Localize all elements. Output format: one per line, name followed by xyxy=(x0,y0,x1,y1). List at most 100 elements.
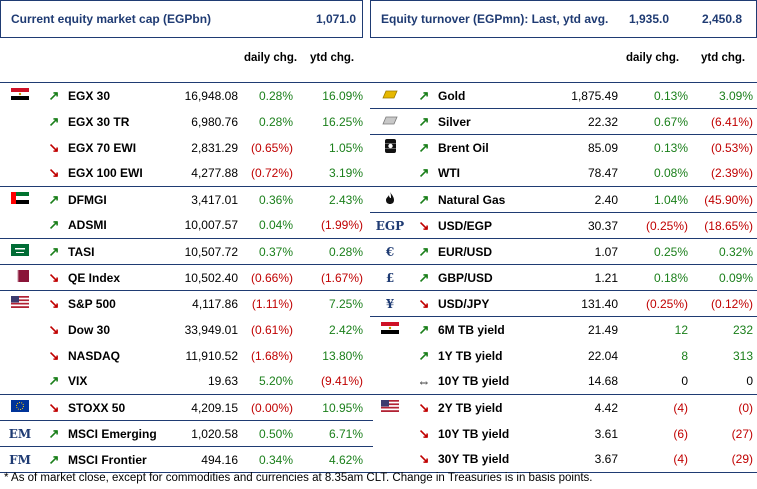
arrow-up-icon: ↗ xyxy=(48,217,60,233)
instrument-name: ADSMI xyxy=(68,218,107,233)
table-row: ↗ Brent Oil 85.09 0.13% (0.53%) xyxy=(370,134,757,161)
ytd-change: (9.41%) xyxy=(320,374,363,389)
gold-bar-icon xyxy=(381,88,399,103)
instrument-name: Brent Oil xyxy=(438,140,489,155)
ytd-change: 232 xyxy=(732,322,753,337)
instrument-name: GBP/USD xyxy=(438,270,493,285)
table-row: ⇔ 10Y TB yield 14.68 0 0 xyxy=(370,369,757,395)
instrument-value: 22.04 xyxy=(587,348,618,363)
daily-change: (1.11%) xyxy=(251,296,293,311)
col-ytd-chg: ytd chg. xyxy=(701,52,746,64)
table-row: ↘ 30Y TB yield 3.67 (4) (29) xyxy=(370,447,757,473)
turnover-header: Equity turnover (EGPmn): Last, ytd avg. … xyxy=(370,0,757,38)
instrument-name: S&P 500 xyxy=(68,296,116,311)
arrow-up-icon: ↗ xyxy=(418,243,430,259)
ytd-change: (1.99%) xyxy=(320,218,363,233)
daily-change: (0.66%) xyxy=(250,270,293,285)
table-row: ↗ EGX 30 16,948.08 0.28% 16.09% xyxy=(0,82,373,109)
symbol-icon: € xyxy=(385,244,395,259)
ytd-change: 7.25% xyxy=(328,296,363,311)
instrument-name: DFMGI xyxy=(68,192,107,207)
arrow-down-icon: ↘ xyxy=(48,269,60,285)
instrument-value: 6,980.76 xyxy=(191,114,238,129)
arrow-up-icon: ↗ xyxy=(418,165,430,181)
instrument-value: 11,910.52 xyxy=(185,348,239,363)
arrow-down-icon: ↘ xyxy=(48,347,60,363)
symbol-icon: FM xyxy=(9,452,31,467)
col-ytd-chg: ytd chg. xyxy=(310,52,355,64)
ytd-change: 3.09% xyxy=(718,88,753,103)
daily-change: 0 xyxy=(681,374,688,389)
equity-header: Current equity market cap (EGPbn) 1,071.… xyxy=(0,0,363,38)
ytd-change: 1.05% xyxy=(328,140,363,155)
table-row: ↗ ADSMI 10,007.57 0.04% (1.99%) xyxy=(0,213,373,239)
daily-change: 0.13% xyxy=(653,88,688,103)
us-flag-icon xyxy=(11,296,29,311)
daily-change: 0.34% xyxy=(258,452,293,467)
table-row: ↗ Silver 22.32 0.67% (6.41%) xyxy=(370,108,757,135)
table-row: ¥ ↘ USD/JPY 131.40 (0.25%) (0.12%) xyxy=(370,290,757,317)
daily-change: (1.68%) xyxy=(250,348,293,363)
arrow-down-icon: ↘ xyxy=(48,165,60,181)
oil-barrel-icon xyxy=(381,138,399,157)
table-row: FM ↗ MSCI Frontier 494.16 0.34% 4.62% xyxy=(0,446,373,473)
instrument-value: 16,948.08 xyxy=(184,88,238,103)
table-row: ↘ QE Index 10,502.40 (0.66%) (1.67%) xyxy=(0,264,373,291)
arrow-up-icon: ↗ xyxy=(48,425,60,441)
arrow-down-icon: ↘ xyxy=(48,139,60,155)
ytd-change: 0 xyxy=(746,374,753,389)
ytd-change: 2.42% xyxy=(328,322,363,337)
table-row: ↘ 2Y TB yield 4.42 (4) (0) xyxy=(370,394,757,421)
instrument-value: 2.40 xyxy=(594,192,618,207)
instrument-name: EUR/USD xyxy=(438,244,493,259)
daily-change: (0.72%) xyxy=(250,166,293,181)
instrument-value: 1,875.49 xyxy=(571,88,618,103)
daily-change: 0.36% xyxy=(258,192,293,207)
arrow-down-icon: ↘ xyxy=(48,321,60,337)
egypt-flag-icon xyxy=(381,322,399,337)
equity-column-headers: daily chg. ytd chg. xyxy=(0,38,363,82)
instrument-name: 10Y TB yield xyxy=(438,374,510,389)
egypt-flag-icon xyxy=(11,88,29,103)
qatar-flag-icon xyxy=(11,270,29,285)
symbol-icon: £ xyxy=(385,270,395,285)
col-daily-chg: daily chg. xyxy=(626,52,680,64)
instrument-name: VIX xyxy=(68,374,88,389)
arrow-down-icon: ↘ xyxy=(418,399,430,415)
ytd-change: 16.09% xyxy=(322,88,363,103)
ytd-change: (1.67%) xyxy=(320,270,363,285)
arrow-up-icon: ↗ xyxy=(48,87,60,103)
instrument-name: EGX 30 xyxy=(68,88,111,103)
table-row: ↘ 10Y TB yield 3.61 (6) (27) xyxy=(370,421,757,447)
instrument-value: 4,117.86 xyxy=(192,296,238,311)
table-row: EM ↗ MSCI Emerging 1,020.58 0.50% 6.71% xyxy=(0,420,373,447)
instrument-name: WTI xyxy=(438,166,460,181)
instrument-value: 2,831.29 xyxy=(191,140,238,155)
table-row: ↗ Natural Gas 2.40 1.04% (45.90%) xyxy=(370,186,757,213)
arrow-up-icon: ↗ xyxy=(418,191,430,207)
instrument-value: 14.68 xyxy=(587,374,618,389)
daily-change: (4) xyxy=(673,452,688,467)
table-row: ↗ EGX 30 TR 6,980.76 0.28% 16.25% xyxy=(0,109,373,135)
instrument-name: 2Y TB yield xyxy=(438,400,503,415)
arrow-down-icon: ↘ xyxy=(48,295,60,311)
arrow-up-icon: ↗ xyxy=(48,451,60,467)
daily-change: 1.04% xyxy=(653,192,688,207)
daily-change: 0.08% xyxy=(653,166,688,181)
turnover-ytd-avg-value: 2,450.8 xyxy=(702,12,743,26)
table-row: ↗ Gold 1,875.49 0.13% 3.09% xyxy=(370,82,757,109)
arrow-down-icon: ↘ xyxy=(48,399,60,415)
table-row: ↗ VIX 19.63 5.20% (9.41%) xyxy=(0,369,373,395)
instrument-value: 85.09 xyxy=(587,140,618,155)
table-row: ↘ S&P 500 4,117.86 (1.11%) 7.25% xyxy=(0,290,373,317)
ytd-change: 0.32% xyxy=(718,244,753,259)
ytd-change: (27) xyxy=(731,426,753,441)
instrument-value: 3.67 xyxy=(594,452,618,467)
instrument-name: STOXX 50 xyxy=(68,400,126,415)
commodities-panel: Equity turnover (EGPmn): Last, ytd avg. … xyxy=(370,0,757,473)
commodities-table: ↗ Gold 1,875.49 0.13% 3.09% ↗ Silver 22.32 0.67%… xyxy=(370,82,757,473)
instrument-value: 1.21 xyxy=(594,270,618,285)
daily-change: (0.00%) xyxy=(250,400,293,415)
arrow-up-icon: ↗ xyxy=(418,113,430,129)
table-row: ↗ WTI 78.47 0.08% (2.39%) xyxy=(370,161,757,187)
